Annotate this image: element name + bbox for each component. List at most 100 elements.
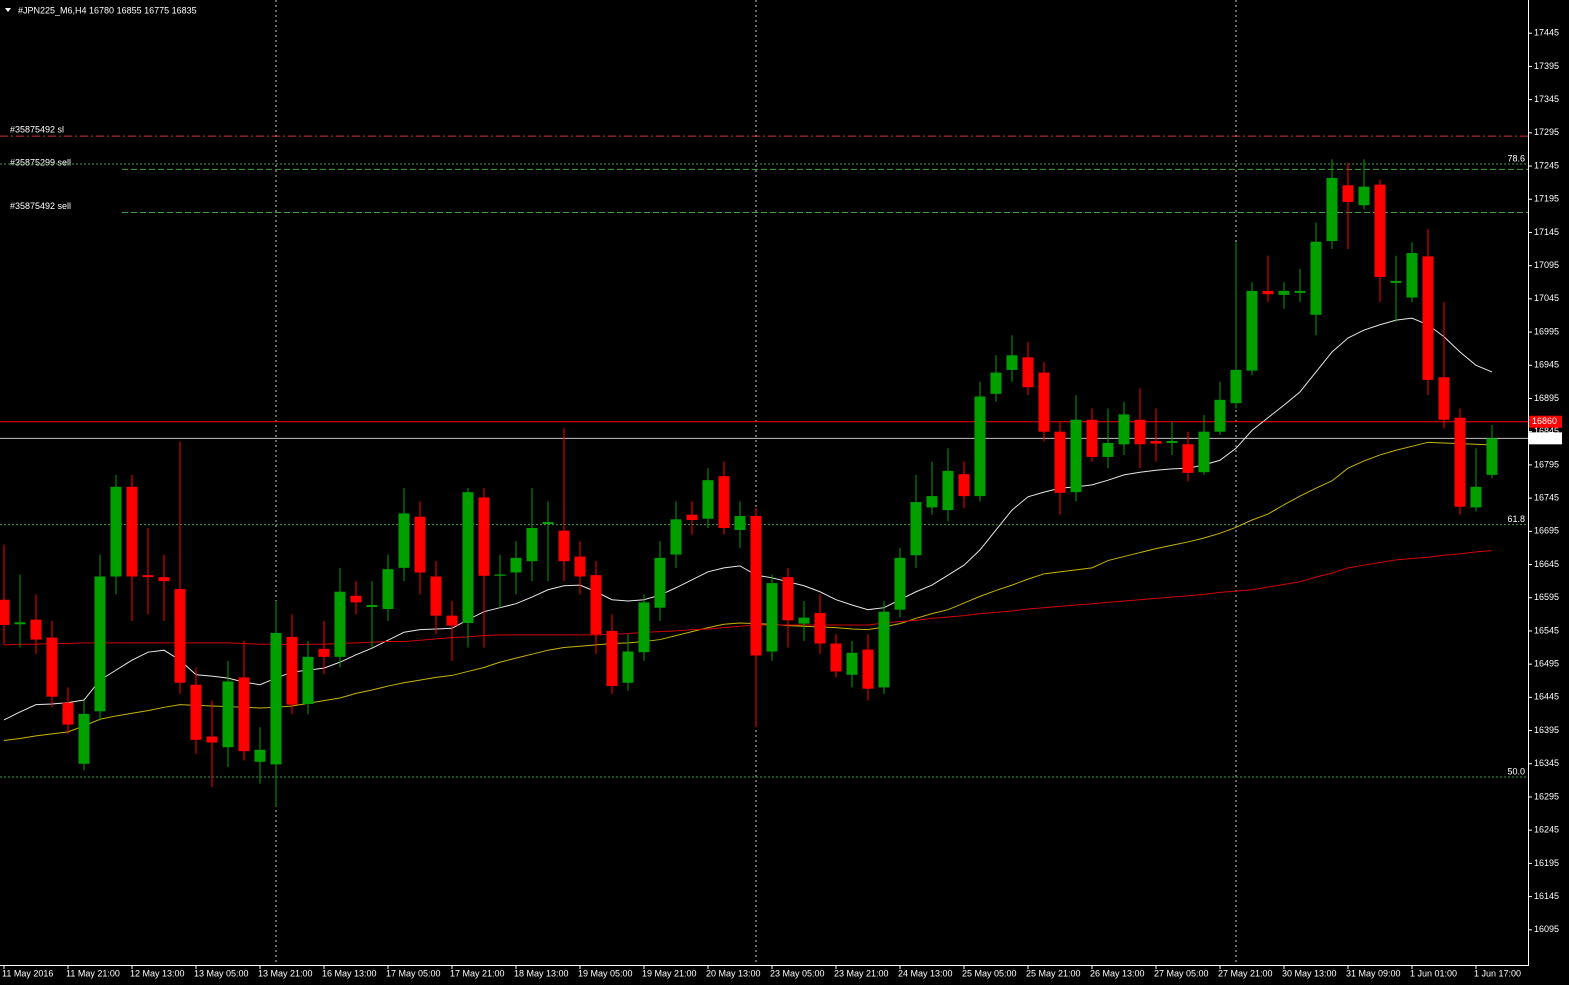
- candle-body: [0, 599, 10, 625]
- candle-body: [1470, 486, 1482, 508]
- candle-body: [190, 684, 202, 740]
- y-tick-label: 17095: [1534, 260, 1559, 270]
- candle-body: [878, 611, 890, 688]
- moving-average: [3, 550, 1493, 646]
- candle-body: [910, 502, 922, 556]
- x-tick-label: 24 May 13:00: [898, 968, 953, 978]
- x-tick-label: 30 May 13:00: [1282, 968, 1337, 978]
- x-tick-label: 17 May 05:00: [386, 968, 441, 978]
- candle-body: [318, 648, 330, 657]
- y-tick-label: 16545: [1534, 625, 1559, 635]
- y-tick-label: 16395: [1534, 725, 1559, 735]
- candle-body: [814, 613, 826, 644]
- candle-body: [238, 677, 250, 752]
- y-tick-label: 17295: [1534, 127, 1559, 137]
- candle-body: [1422, 256, 1434, 380]
- menu-arrow[interactable]: [5, 8, 11, 12]
- candle-body: [1070, 419, 1082, 493]
- candle-body: [1214, 399, 1226, 432]
- candle-body: [78, 713, 90, 764]
- candle-body: [974, 396, 986, 497]
- y-tick-label: 17395: [1534, 61, 1559, 71]
- candle-body: [350, 595, 362, 603]
- y-tick-label: 16345: [1534, 758, 1559, 768]
- candle-body: [926, 496, 938, 508]
- candle-body: [1438, 377, 1450, 420]
- candle-body: [446, 615, 458, 626]
- candle-body: [1054, 431, 1066, 493]
- candle-body: [670, 519, 682, 555]
- y-tick-label: 17345: [1534, 94, 1559, 104]
- x-tick-label: 18 May 13:00: [514, 968, 569, 978]
- level-label: 61.8: [1507, 514, 1525, 524]
- candle-body: [526, 527, 538, 562]
- candle-body: [366, 605, 378, 608]
- y-tick-label: 16095: [1534, 924, 1559, 934]
- candle-body: [1454, 417, 1466, 507]
- candle-body: [30, 619, 42, 640]
- candle-body: [942, 470, 954, 511]
- candle-body: [1246, 290, 1258, 371]
- x-tick-label: 1 Jun 17:00: [1474, 968, 1521, 978]
- y-tick-label: 16295: [1534, 791, 1559, 801]
- candle-body: [14, 622, 26, 625]
- candle-body: [1374, 184, 1386, 277]
- candle-body: [1006, 355, 1018, 370]
- candle-body: [94, 576, 106, 712]
- y-tick-label: 16145: [1534, 891, 1559, 901]
- candle-body: [990, 372, 1002, 394]
- candle-body: [766, 583, 778, 652]
- candle-body: [222, 681, 234, 748]
- candle-body: [302, 656, 314, 704]
- candle-body: [206, 736, 218, 743]
- level-label: #35875299 sell: [10, 158, 71, 168]
- y-tick-label: 16895: [1534, 393, 1559, 403]
- y-tick-label: 16845: [1534, 426, 1559, 436]
- candle-body: [270, 632, 282, 765]
- y-tick-label: 16195: [1534, 858, 1559, 868]
- price-box-label: 16835: [1532, 433, 1557, 443]
- candle-body: [1358, 186, 1370, 206]
- candle-body: [1262, 290, 1274, 295]
- candle-body: [398, 513, 410, 568]
- candle-body: [1406, 253, 1418, 298]
- y-tick-label: 16995: [1534, 326, 1559, 336]
- candle-body: [1230, 369, 1242, 404]
- candle-body: [254, 749, 266, 762]
- candle-body: [1486, 438, 1498, 475]
- x-tick-label: 19 May 05:00: [578, 968, 633, 978]
- x-tick-label: 20 May 13:00: [706, 968, 761, 978]
- x-tick-label: 16 May 13:00: [322, 968, 377, 978]
- y-tick-label: 17195: [1534, 194, 1559, 204]
- candle-body: [1166, 440, 1178, 443]
- price-box: [1529, 415, 1562, 428]
- candle-body: [1118, 414, 1130, 445]
- candle-body: [46, 637, 58, 697]
- x-tick-label: 11 May 21:00: [66, 968, 120, 978]
- x-tick-label: 17 May 21:00: [450, 968, 505, 978]
- x-tick-label: 27 May 05:00: [1154, 968, 1209, 978]
- candle-body: [862, 649, 874, 689]
- candle-body: [1102, 442, 1114, 457]
- price-box-label: 16860: [1532, 416, 1557, 426]
- candle-body: [1294, 290, 1306, 293]
- x-tick-label: 23 May 21:00: [834, 968, 889, 978]
- y-tick-label: 17445: [1534, 28, 1559, 38]
- y-tick-label: 16645: [1534, 559, 1559, 569]
- level-label: 50.0: [1507, 766, 1525, 776]
- candle-body: [1150, 440, 1162, 444]
- candle-body: [894, 557, 906, 610]
- candle-body: [574, 556, 586, 577]
- level-label: #35875492 sell: [10, 201, 71, 211]
- candle-body: [1278, 290, 1290, 295]
- candle-body: [1342, 185, 1354, 202]
- x-tick-label: 25 May 21:00: [1026, 968, 1081, 978]
- candle-body: [494, 574, 506, 576]
- y-tick-label: 17145: [1534, 227, 1559, 237]
- candle-body: [1310, 241, 1322, 315]
- candle-body: [142, 575, 154, 578]
- candle-body: [654, 557, 666, 608]
- x-tick-label: 1 Jun 01:00: [1410, 968, 1457, 978]
- candle-body: [1022, 357, 1034, 388]
